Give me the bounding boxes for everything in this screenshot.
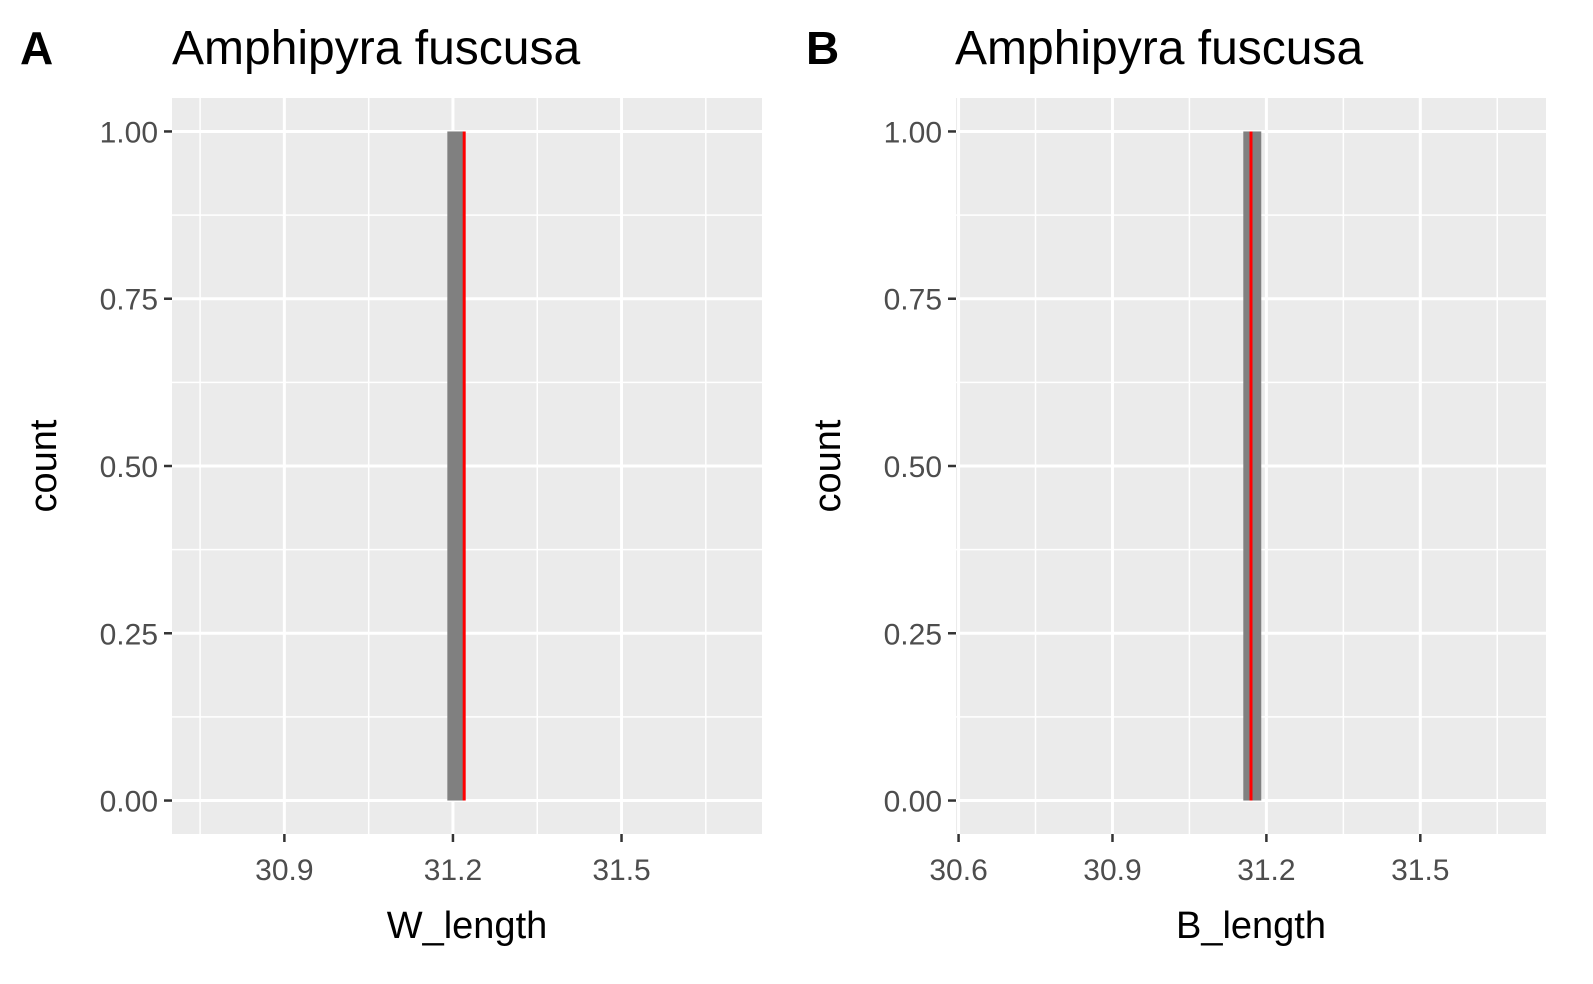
x-axis-b: 30.6 30.9 31.2 31.5	[929, 834, 1449, 887]
y-tick-label: 0.25	[884, 618, 942, 651]
y-tick-label: 0.25	[100, 618, 158, 651]
y-tick-label: 0.50	[884, 451, 942, 484]
y-tick-label: 0.00	[100, 786, 158, 819]
y-tick-label: 0.75	[100, 284, 158, 317]
y-tick-label: 0.00	[884, 786, 942, 819]
x-tick-label: 31.5	[592, 854, 650, 887]
panel-label-b: B	[806, 22, 839, 74]
y-tick-label: 0.50	[100, 451, 158, 484]
histogram-bar	[447, 131, 465, 801]
x-tick-label: 30.9	[255, 854, 313, 887]
x-tick-label: 31.2	[1237, 854, 1295, 887]
bars-a	[447, 131, 465, 801]
x-tick-label: 30.9	[1083, 854, 1141, 887]
y-tick-label: 1.00	[884, 116, 942, 149]
y-axis-a: 0.00 0.25 0.50 0.75 1.00	[100, 116, 172, 819]
chart-title-b: Amphipyra fuscusa	[955, 22, 1363, 75]
x-axis-title-b: B_length	[1176, 905, 1326, 947]
x-tick-label: 31.5	[1391, 854, 1449, 887]
y-axis-title-a: count	[23, 419, 65, 512]
x-tick-label: 31.2	[424, 854, 482, 887]
y-axis-title-b: count	[807, 419, 849, 512]
panel-a: A Amphipyra fuscusa 0.00 0.25 0.50 0.75 1.00…	[20, 22, 762, 947]
x-axis-title-a: W_length	[387, 905, 548, 947]
panel-label-a: A	[20, 22, 53, 74]
y-tick-label: 0.75	[884, 284, 942, 317]
x-tick-label: 30.6	[929, 854, 987, 887]
y-axis-b: 0.00 0.25 0.50 0.75 1.00	[884, 116, 956, 819]
x-axis-a: 30.9 31.2 31.5	[255, 834, 651, 887]
y-tick-label: 1.00	[100, 116, 158, 149]
panel-b: B Amphipyra fuscusa 0.00 0.25 0.50 0.75 1.00…	[806, 22, 1546, 947]
chart-title-a: Amphipyra fuscusa	[172, 22, 580, 75]
